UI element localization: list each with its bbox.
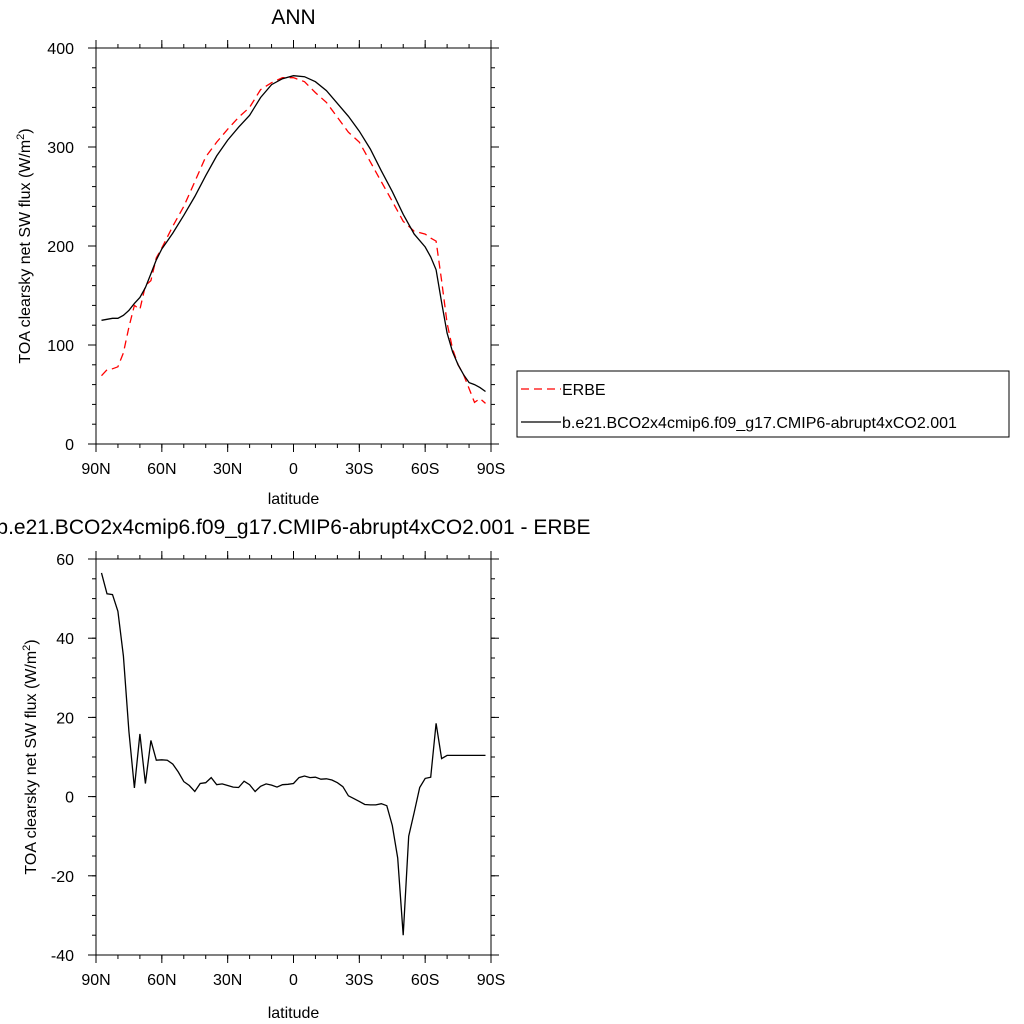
y-tick-label: 100 [47, 338, 74, 355]
legend-label: ERBE [562, 382, 606, 399]
x-tick-label: 30S [345, 972, 373, 989]
x-tick-label: 90S [477, 461, 505, 478]
x-tick-label: 30S [345, 461, 373, 478]
x-tick-label: 0 [289, 461, 298, 478]
x-tick-label: 60S [411, 972, 439, 989]
chart-title: b.e21.BCO2x4cmip6.f09_g17.CMIP6-abrupt4x… [0, 516, 591, 539]
y-tick-label: 400 [47, 41, 74, 58]
legend: ERBE b.e21.BCO2x4cmip6.f09_g17.CMIP6-abru… [516, 370, 1010, 438]
y-tick-label: -20 [51, 869, 74, 886]
top-panel-annual-flux-chart: ANN 0 100 200 300 400 90N 60N 30N 0 30S 60S 90S latit… [15, 6, 505, 508]
plot-frame [95, 47, 492, 445]
y-axis-label: TOA clearsky net SW flux (W/m2) [21, 639, 40, 874]
x-tick-label: 90N [81, 972, 110, 989]
x-tick-label: 60S [411, 461, 439, 478]
y-tick-label: 0 [65, 437, 74, 454]
y-tick-label: 60 [56, 552, 74, 569]
y-tick-label: 200 [47, 239, 74, 256]
x-tick-label: 30N [213, 972, 242, 989]
legend-label: b.e21.BCO2x4cmip6.f09_g17.CMIP6-abrupt4x… [562, 415, 957, 432]
bottom-panel-difference-chart: b.e21.BCO2x4cmip6.f09_g17.CMIP6-abrupt4x… [0, 516, 591, 1022]
x-tick-label: 30N [213, 461, 242, 478]
x-tick-label: 90S [477, 972, 505, 989]
x-tick-label: 60N [147, 461, 176, 478]
series-line-erbe [101, 77, 486, 404]
y-tick-label: -40 [51, 948, 74, 965]
chart-title: ANN [271, 6, 315, 29]
legend-box [516, 370, 1010, 438]
plot-frame [95, 558, 492, 956]
series-line-difference [100, 572, 486, 936]
x-tick-label: 60N [147, 972, 176, 989]
y-tick-label: 0 [65, 790, 74, 807]
y-axis-label: TOA clearsky net SW flux (W/m2) [15, 128, 34, 363]
x-tick-label: 0 [289, 972, 298, 989]
y-tick-label: 300 [47, 140, 74, 157]
y-tick-label: 20 [56, 710, 74, 727]
x-axis-label: latitude [268, 1005, 320, 1022]
y-tick-label: 40 [56, 631, 74, 648]
x-tick-label: 90N [81, 461, 110, 478]
x-axis-label: latitude [268, 491, 320, 508]
series-line-b-e21-bco2x4cmip6-f09-g17-cmip6-abrupt4xco2-001 [101, 75, 486, 393]
